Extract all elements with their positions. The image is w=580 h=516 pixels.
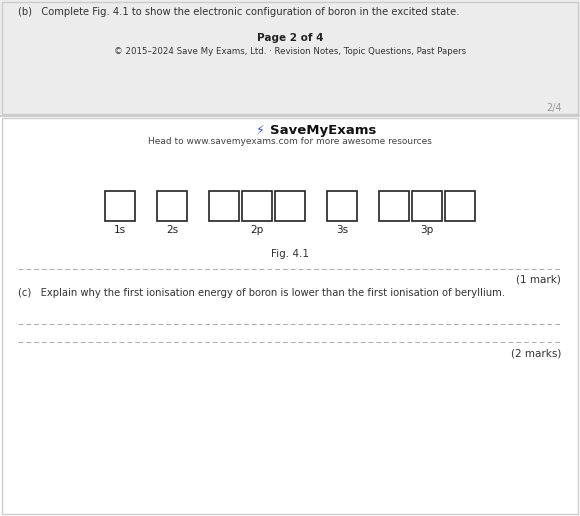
Bar — [445, 191, 475, 221]
Text: Head to www.savemyexams.com for more awesome resources: Head to www.savemyexams.com for more awe… — [148, 137, 432, 146]
Bar — [157, 191, 187, 221]
Text: 3p: 3p — [420, 225, 434, 235]
Bar — [2, 118, 578, 514]
Bar — [0, 116, 580, 516]
Bar — [275, 191, 305, 221]
Bar — [327, 191, 357, 221]
Text: Page 2 of 4: Page 2 of 4 — [257, 33, 323, 43]
Bar — [379, 191, 409, 221]
Text: © 2015–2024 Save My Exams, Ltd. · Revision Notes, Topic Questions, Past Papers: © 2015–2024 Save My Exams, Ltd. · Revisi… — [114, 47, 466, 56]
Bar — [0, 0, 580, 116]
Bar — [242, 191, 272, 221]
Text: 1s: 1s — [114, 225, 126, 235]
Text: (c)   Explain why the first ionisation energy of boron is lower than the first i: (c) Explain why the first ionisation ene… — [18, 288, 505, 298]
Bar — [2, 2, 578, 114]
Bar — [105, 191, 135, 221]
Text: 2s: 2s — [166, 225, 178, 235]
Text: Fig. 4.1: Fig. 4.1 — [271, 249, 309, 259]
Text: 2p: 2p — [251, 225, 264, 235]
Text: ⚡: ⚡ — [256, 124, 265, 137]
Bar — [209, 191, 239, 221]
Bar — [412, 191, 442, 221]
Text: (b)   Complete Fig. 4.1 to show the electronic configuration of boron in the exc: (b) Complete Fig. 4.1 to show the electr… — [18, 7, 459, 17]
Text: SaveMyExams: SaveMyExams — [270, 124, 376, 137]
Text: (1 mark): (1 mark) — [516, 275, 561, 285]
Text: (2 marks): (2 marks) — [510, 348, 561, 358]
Text: 2/4: 2/4 — [546, 103, 562, 113]
Text: 3s: 3s — [336, 225, 348, 235]
